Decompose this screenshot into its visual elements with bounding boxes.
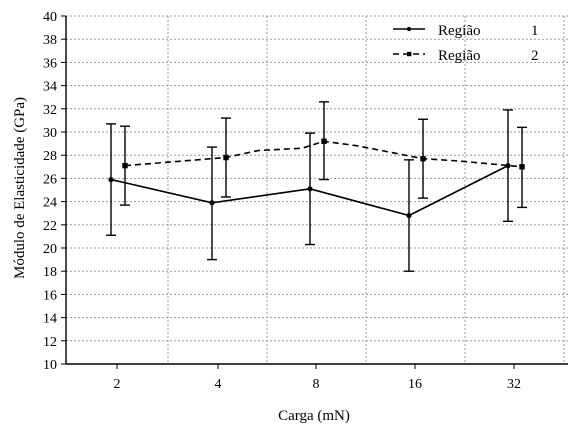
y-tick-label: 34 [43,80,57,95]
y-tick-label: 36 [43,56,57,71]
x-tick-label: 16 [408,377,422,392]
y-tick-label: 12 [43,335,57,350]
y-tick-label: 24 [43,196,57,211]
y-tick-label: 14 [43,312,57,327]
y-tick-label: 20 [43,242,57,257]
series-1-point [407,213,411,217]
y-tick-label: 22 [43,219,57,234]
legend-series-number: 2 [531,48,539,64]
y-tick-label: 30 [43,126,57,141]
series-2-point [224,155,228,159]
y-axis-label: Módulo de Elasticidade (GPa) [12,97,28,279]
series-1-point [210,201,214,205]
x-axis-label: Carga (mN) [278,408,350,424]
y-tick-label: 32 [43,103,57,118]
series-1-point [109,177,113,181]
y-tick-label: 38 [43,33,57,48]
legend-marker-1 [407,27,411,31]
x-tick-label: 8 [313,377,320,392]
legend-marker-2 [407,52,411,56]
y-tick-label: 10 [43,358,57,373]
x-tick-label: 2 [114,377,121,392]
y-tick-label: 28 [43,149,57,164]
y-tick-label: 40 [43,10,57,25]
series-2-point [520,165,524,169]
y-tick-label: 26 [43,172,57,187]
legend-series-name: Região [438,23,481,39]
legend-series-number: 1 [531,23,539,39]
y-tick-label: 16 [43,288,57,303]
x-tick-label: 4 [215,377,222,392]
series-2-point [421,156,425,160]
series-1-point [308,187,312,191]
y-tick-label: 18 [43,265,57,280]
series-2-point [322,139,326,143]
legend-series-name: Região [438,48,481,64]
x-tick-label: 32 [507,377,521,392]
series-2-point [123,163,127,167]
